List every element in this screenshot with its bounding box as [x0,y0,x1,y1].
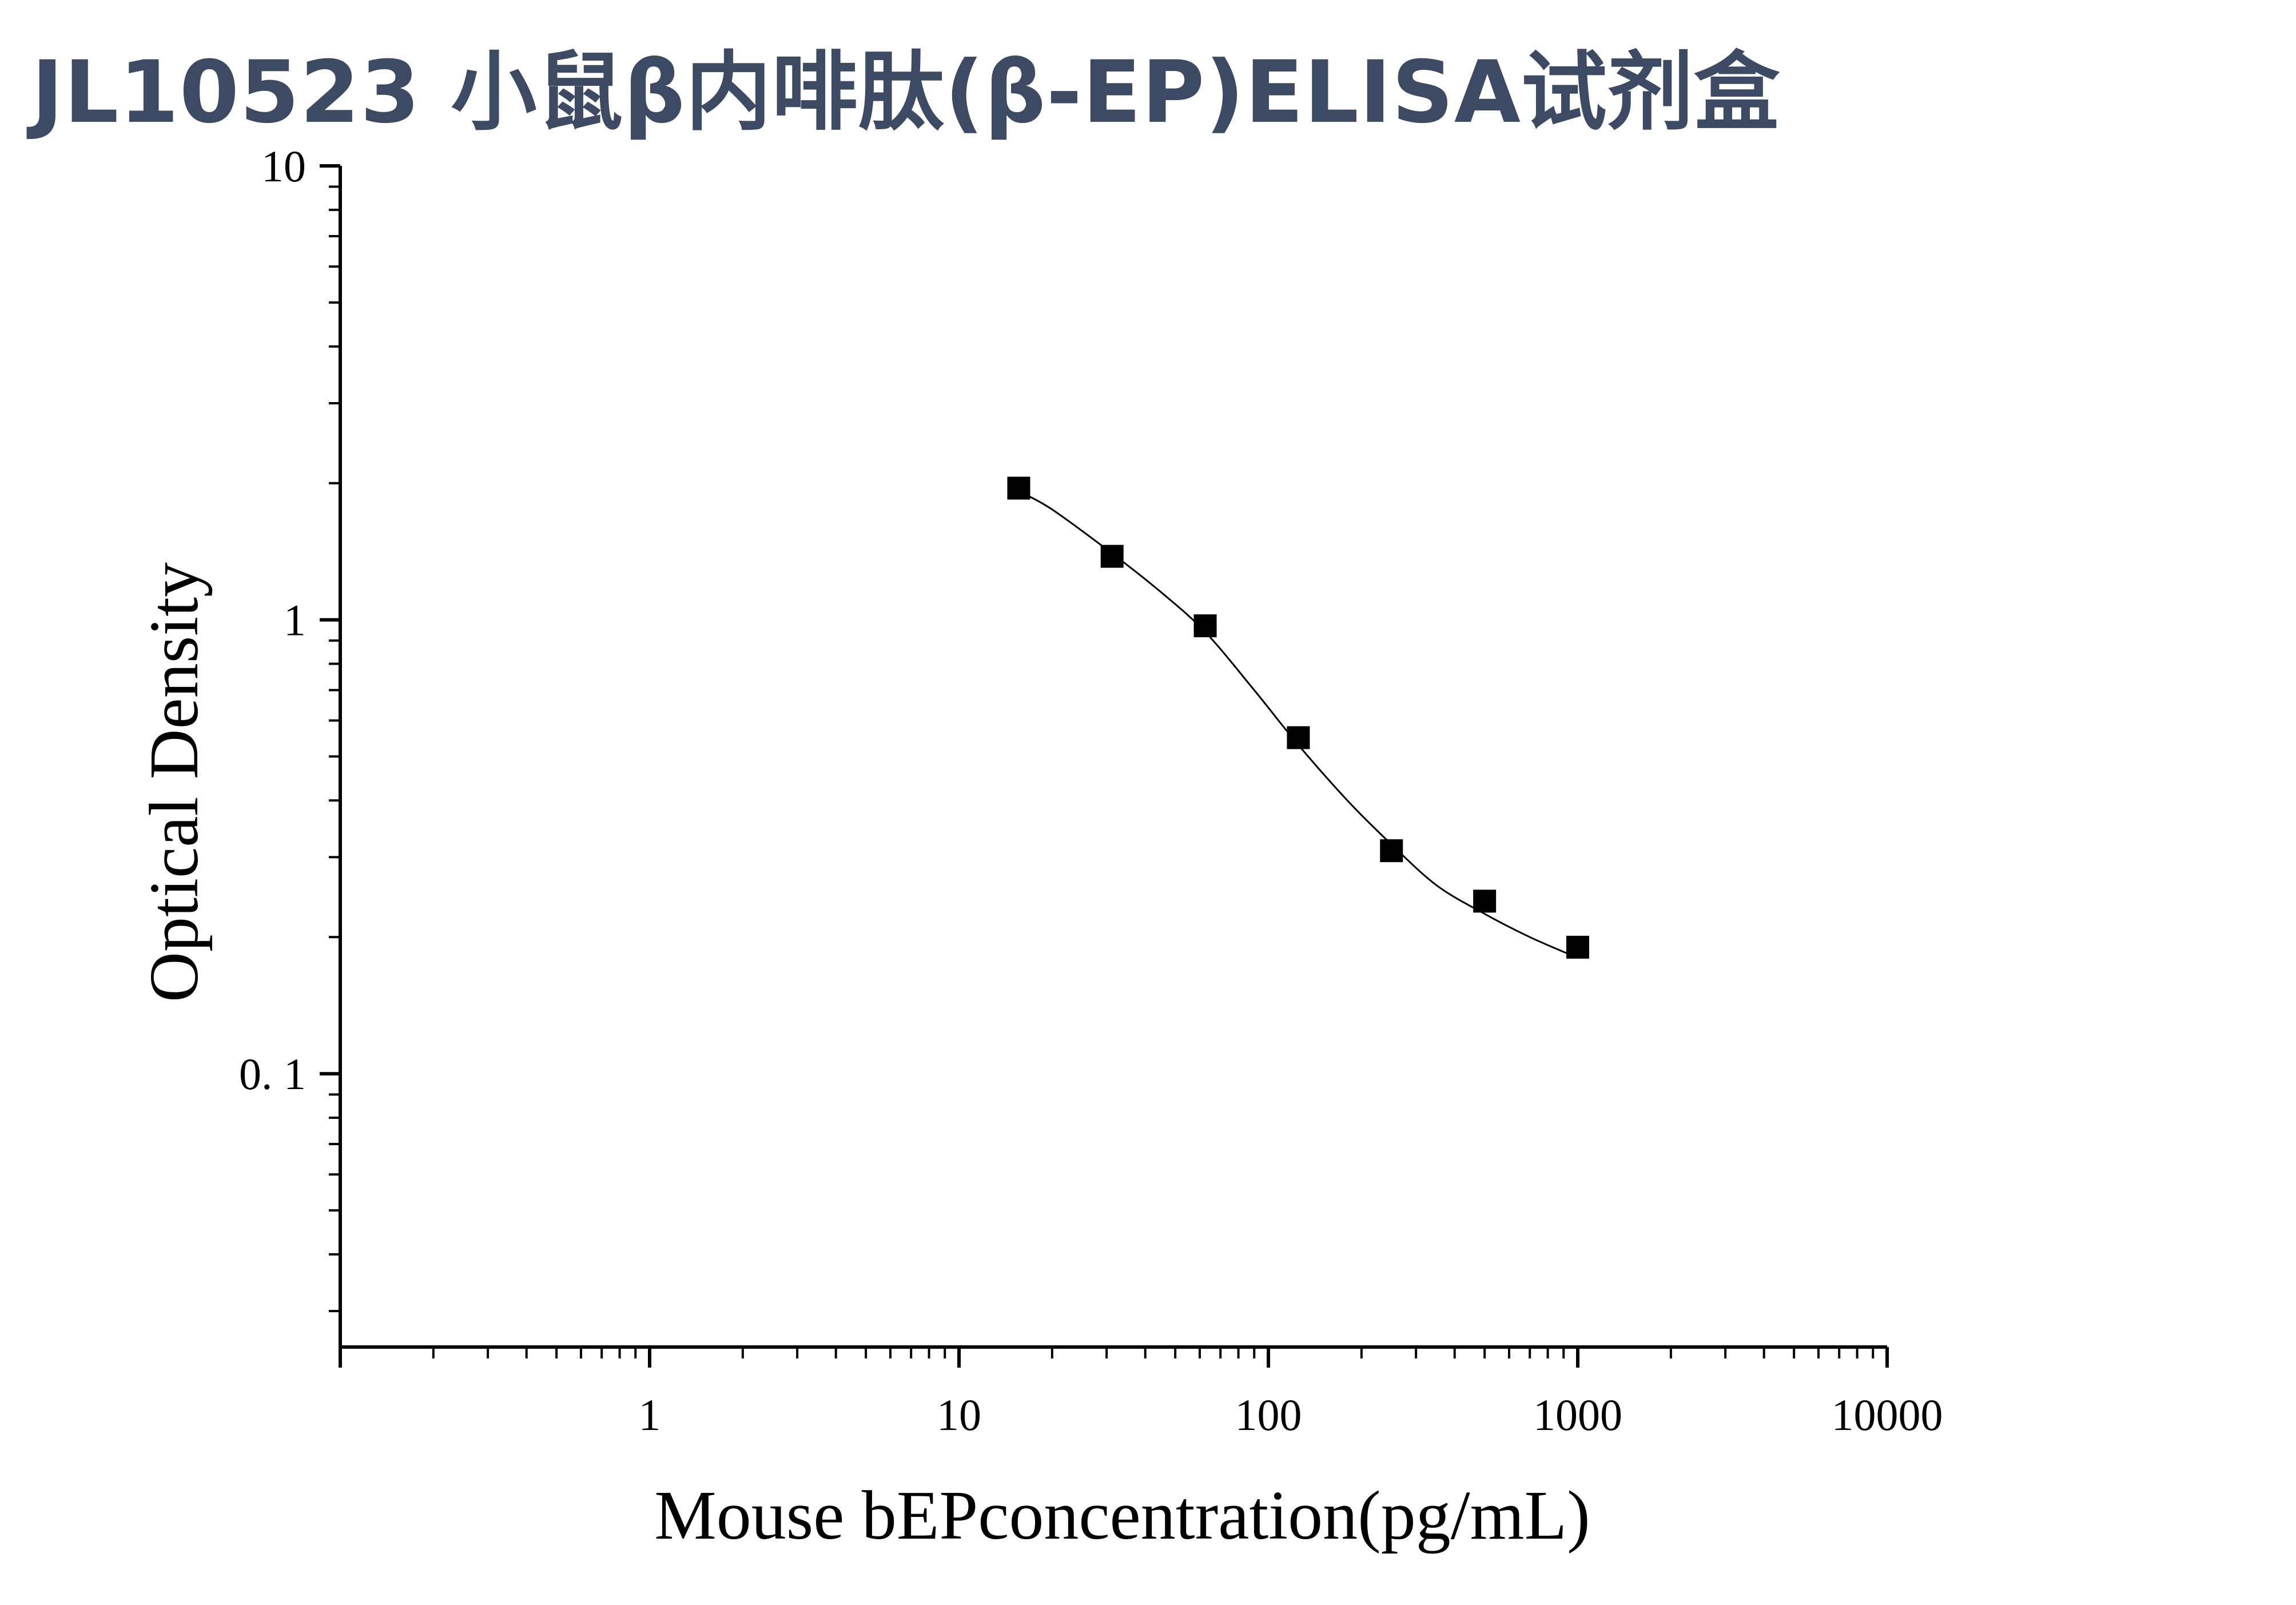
x-tick-label: 100 [1235,1390,1302,1440]
data-point [1566,935,1589,959]
x-tick-label: 10 [937,1390,981,1440]
x-tick-label: 1000 [1533,1390,1622,1440]
data-point [1473,889,1497,913]
x-axis-title: Mouse bEPconcentration(pg/mL) [654,1477,1590,1554]
page-title: JL10523 小鼠β内啡肽(β-EP)ELISA试剂盒 [31,43,1780,142]
y-tick-label: 0. 1 [239,1049,306,1099]
axes [320,164,1889,1368]
tick-labels: 1 10 100 1000 10000 0. 1 1 10 [239,141,1943,1440]
x-tick-label: 1 [639,1390,661,1440]
y-tick-label: 10 [261,141,306,191]
data-point [1007,476,1030,500]
data-point [1287,726,1310,749]
data-point [1100,545,1124,568]
y-axis-title: Optical Density [136,562,213,1002]
y-tick-label: 1 [284,595,306,645]
data-point [1380,839,1403,863]
x-tick-label: 10000 [1832,1390,1943,1440]
data-points [1007,476,1589,959]
data-point [1193,614,1217,638]
